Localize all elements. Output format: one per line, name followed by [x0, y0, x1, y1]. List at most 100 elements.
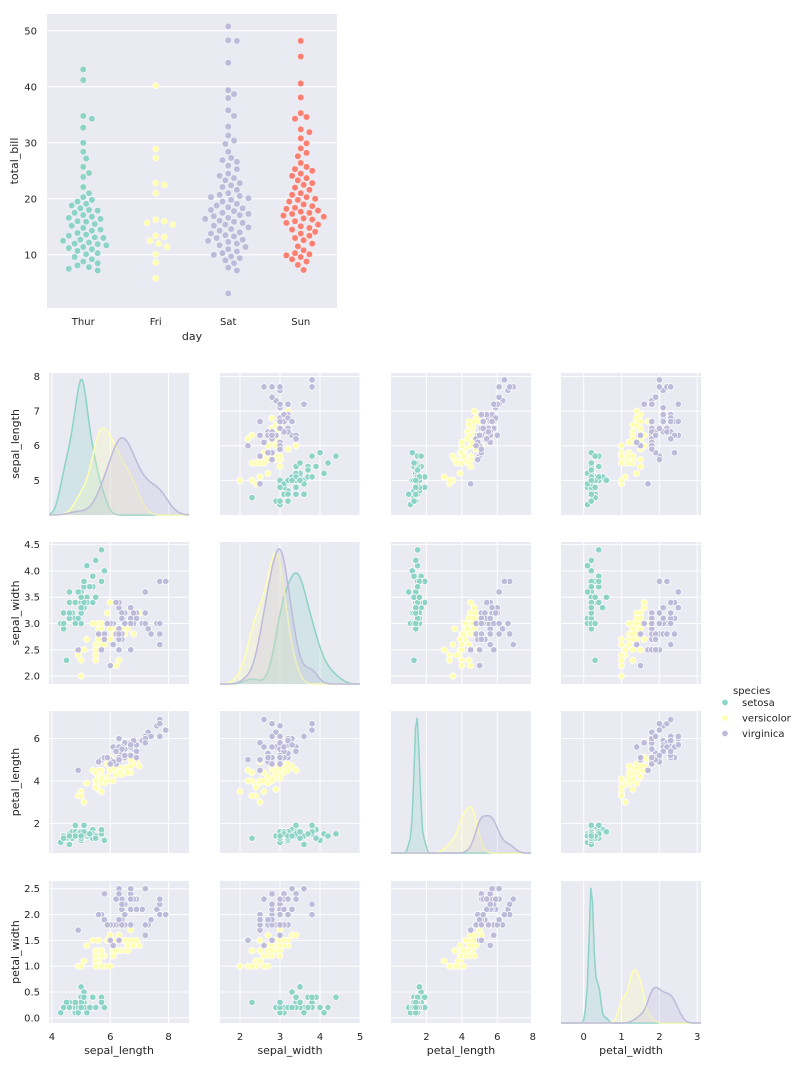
pair-point-setosa [410, 497, 418, 505]
pair-point-virginica [648, 400, 656, 408]
pair-point-virginica [95, 758, 103, 766]
swarm-ytick-label: 50 [24, 26, 37, 37]
swarm-point [291, 234, 299, 242]
pair-point-virginica [659, 404, 667, 412]
swarm-point [79, 243, 87, 251]
pair-point-setosa [591, 619, 599, 628]
pair-point-setosa [414, 466, 422, 474]
pair-xtick-label: 2 [237, 1032, 243, 1043]
pair-point-virginica [141, 588, 149, 596]
swarm-point [230, 232, 238, 240]
pair-point-setosa [60, 609, 68, 617]
pair-point-virginica [276, 383, 284, 391]
pair-point-setosa [65, 840, 73, 849]
pair-point-virginica [500, 911, 508, 919]
pair-point-virginica [284, 895, 292, 903]
pair-point-virginica [97, 646, 106, 654]
pair-ytick-label: 4.0 [24, 566, 40, 577]
pair-x-axis-label: petal_width [599, 1044, 663, 1057]
pair-point-versicolor [621, 798, 629, 806]
pair-panel-petal_width-vs-sepal_length: 0.0 0.5 1.0 1.5 2.0 2.5 petal_width 4 6 8 sepal_le… [9, 881, 189, 1057]
pair-point-setosa [308, 993, 316, 1001]
pair-point-virginica [276, 760, 284, 768]
swarm-point [216, 191, 224, 199]
pair-xtick-label: 2 [423, 1032, 429, 1043]
swarm-point [308, 167, 316, 175]
swarm-point [88, 115, 96, 123]
pair-xtick-label: 2 [656, 1032, 662, 1043]
pair-point-setosa [80, 577, 88, 585]
swarm-point [305, 209, 313, 217]
pair-point-setosa [308, 821, 316, 829]
pair-point-versicolor [440, 957, 448, 965]
pair-point-setosa [288, 476, 296, 484]
swarm-point [97, 226, 104, 234]
pair-point-virginica [308, 720, 316, 728]
pair-point-setosa [248, 834, 256, 842]
kde-area-versicolor [561, 969, 701, 1023]
pair-point-versicolor [636, 614, 645, 622]
pair-point-setosa [410, 572, 418, 580]
pair-point-virginica [268, 431, 276, 439]
pair-point-setosa [71, 832, 79, 840]
pair-point-virginica [74, 766, 82, 774]
pair-point-virginica [477, 635, 485, 643]
pair-point-virginica [132, 614, 141, 622]
pair-y-axis-label: petal_width [9, 920, 22, 984]
pair-point-versicolor [445, 476, 454, 484]
swarm-point [224, 132, 232, 139]
pair-ytick-label: 4.5 [24, 540, 40, 551]
pair-ytick-label: 4 [34, 776, 40, 787]
pair-ytick-label: 6 [34, 734, 40, 745]
pair-axes-background [49, 373, 189, 515]
pair-point-virginica [156, 619, 164, 628]
pair-point-virginica [490, 400, 498, 408]
pair-xtick-label: 4 [459, 1032, 465, 1043]
pair-point-setosa [89, 572, 97, 580]
pair-point-versicolor [95, 936, 103, 944]
pair-point-versicolor [236, 962, 244, 970]
pair-point-virginica [162, 911, 170, 919]
pair-ytick-label: 6 [34, 441, 40, 452]
pair-point-virginica [484, 921, 493, 929]
pair-point-virginica [300, 885, 308, 893]
pair-point-virginica [509, 641, 517, 649]
swarm-point [79, 124, 87, 132]
swarm-point [143, 219, 151, 227]
pair-point-virginica [674, 741, 682, 749]
swarm-point [288, 226, 296, 234]
pair-point-virginica [300, 732, 308, 740]
swarm-point [79, 112, 87, 120]
pair-point-setosa [77, 983, 85, 991]
pair-point-versicolor [127, 762, 135, 770]
swarm-xtick-label: Fri [150, 317, 162, 328]
swarm-point [297, 230, 305, 237]
pair-point-virginica [147, 630, 155, 638]
pair-point-virginica [308, 726, 316, 734]
pair-point-versicolor [115, 656, 123, 664]
pair-point-setosa [591, 483, 599, 491]
swarm-point [85, 189, 93, 197]
pair-point-versicolor [621, 646, 629, 654]
swarm-point [216, 241, 224, 249]
pair-point-virginica [636, 431, 645, 439]
swarm-point [305, 250, 313, 258]
swarm-point [300, 200, 308, 208]
swarm-point [233, 267, 241, 274]
pair-x-axis-label: sepal_width [257, 1044, 322, 1057]
pair-point-virginica [509, 895, 517, 903]
pair-point-virginica [284, 400, 292, 408]
pair-point-setosa [587, 556, 595, 564]
pair-point-virginica [467, 926, 475, 934]
pair-point-virginica [127, 885, 135, 893]
swarm-point [233, 158, 241, 166]
pair-point-versicolor [83, 635, 91, 643]
swarm-point [236, 228, 244, 236]
pair-point-versicolor [617, 792, 626, 800]
swarm-point [282, 205, 290, 213]
pair-point-virginica [276, 754, 284, 762]
swarm-point [85, 263, 93, 271]
pair-ytick-label: 8 [34, 372, 40, 383]
pair-point-virginica [141, 921, 149, 929]
pair-point-virginica [268, 760, 276, 768]
